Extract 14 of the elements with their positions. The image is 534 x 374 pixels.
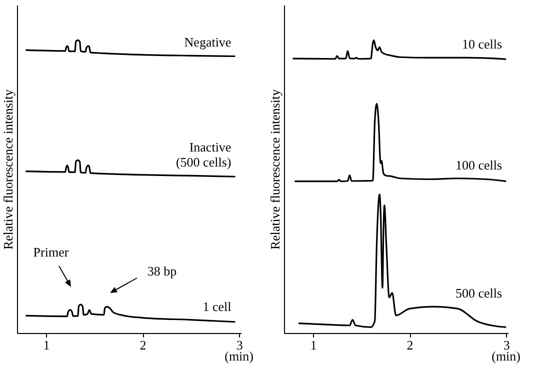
series-label: 100 cells <box>455 157 502 172</box>
annotation: Primer <box>33 244 70 260</box>
x-tick-label: 1 <box>43 338 50 352</box>
series-label: 10 cells <box>462 36 502 52</box>
x-tick-label: 2 <box>406 338 414 352</box>
annotation: 38 bp <box>147 264 177 278</box>
y-axis-title: Relative fluorescence intensity <box>268 88 282 250</box>
series-label: 1 cell <box>202 298 232 314</box>
series-label: 500 cells <box>455 286 502 301</box>
series-label: Negative <box>184 34 232 50</box>
x-tick-label: 2 <box>140 338 146 352</box>
y-axis-title: Relative fluorescence intensity <box>0 88 16 250</box>
series-label: Inactive (500 cells) <box>176 140 232 170</box>
x-tick-label: 1 <box>310 338 317 352</box>
